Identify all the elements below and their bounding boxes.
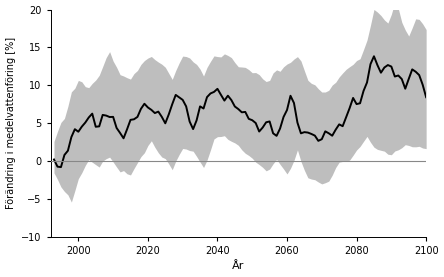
X-axis label: År: År xyxy=(232,261,245,271)
Y-axis label: Förändring i medelvattenföring [%]: Förändring i medelvattenföring [%] xyxy=(6,37,16,209)
